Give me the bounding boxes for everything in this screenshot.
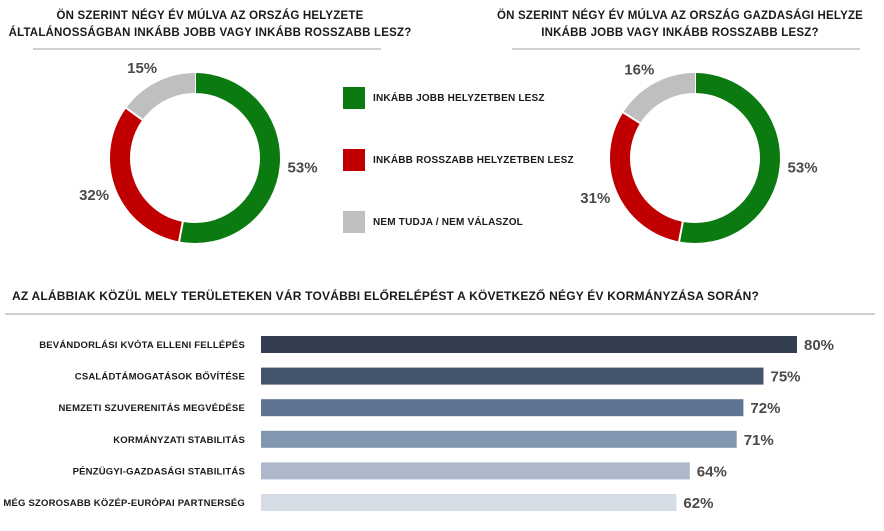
donut-1-slice-separator [177,220,184,243]
legend-swatch-better [343,87,365,109]
donut-1-title-line-1: ÖN SZERINT NÉGY ÉV MÚLVA AZ ORSZÁG HELYZ… [56,10,364,22]
bar [261,430,737,448]
bar-category-label: MÉG SZOROSABB KÖZÉP-EURÓPAI PARTNERSÉG [3,497,245,509]
legend-swatch-worse [343,149,365,171]
donut-2-label-dont-know: 16% [624,61,654,78]
donut-2-slice-worse [610,112,684,242]
bar-value-label: 64% [697,463,727,480]
bar-chart-title: AZ ALÁBBIAK KÖZÜL MELY TERÜLETEKEN VÁR T… [12,289,760,303]
donut-2-title-rule [512,48,860,50]
bar-value-label: 75% [771,369,801,386]
donut-1-slice-better [179,73,280,243]
bar-chart-title-rule [5,313,875,315]
legend-item-better: INKÁBB JOBB HELYZETBEN LESZ [343,87,574,109]
donut-1-label-worse: 32% [79,187,109,204]
legend-label-dont-know: NEM TUDJA / NEM VÁLASZOL [373,216,523,228]
bar-category-label: PÉNZÜGYI-GAZDASÁGI STABILITÁS [73,466,245,477]
donut-chart-1: 53% 32% 15% [79,60,318,243]
donut-1-label-better: 53% [288,160,318,177]
donut-1-title: ÖN SZERINT NÉGY ÉV MÚLVA AZ ORSZÁG HELYZ… [5,8,415,42]
donut-chart-2: 53% 31% 16% [580,61,818,243]
bar-chart: BEVÁNDORLÁSI KVÓTA ELLENI FELLÉPÉS 80% CSA… [3,336,834,512]
donut-2-slice-separator [621,111,642,125]
bar-category-label: NEMZETI SZUVERENITÁS MEGVÉDÉSE [58,403,245,414]
donut-2-title: ÖN SZERINT NÉGY ÉV MÚLVA AZ ORSZÁG GAZDA… [480,8,880,42]
bar-value-label: 80% [804,337,834,354]
donut-2-slice-better [679,73,780,243]
legend-item-dont-know: NEM TUDJA / NEM VÁLASZOL [343,211,574,233]
legend-label-better: INKÁBB JOBB HELYZETBEN LESZ [373,92,545,104]
donut-1-slice-dont-know [126,73,196,121]
legend-item-worse: INKÁBB ROSSZABB HELYZETBEN LESZ [343,149,574,171]
bar-value-label: 62% [683,495,713,512]
bar-value-label: 72% [750,400,780,417]
donut-2-slice-separator [677,220,684,243]
donut-1-title-line-2: ÁLTALÁNOSSÁGBAN INKÁBB JOBB VAGY INKÁBB … [8,27,412,39]
bar [261,462,690,480]
bar [261,399,744,417]
bar-value-label: 71% [744,432,774,449]
donut-2-title-line-2: INKÁBB JOBB VAGY INKÁBB ROSSZABB LESZ? [541,27,819,39]
legend-label-worse: INKÁBB ROSSZABB HELYZETBEN LESZ [373,154,574,166]
donut-1-slice-separator [124,106,144,122]
donut-2-title-line-1: ÖN SZERINT NÉGY ÉV MÚLVA AZ ORSZÁG GAZDA… [496,10,864,22]
bar [261,367,764,385]
donut-2-label-better: 53% [788,160,818,177]
bar [261,494,677,511]
donut-2-label-worse: 31% [580,190,610,207]
donut-1-slice-worse [110,108,184,242]
legend-swatch-dont-know [343,211,365,233]
bar [261,336,797,353]
bar-category-label: CSALÁDTÁMOGATÁSOK BŐVÍTÉSE [75,371,245,383]
donut-2-slice-dont-know [623,73,696,124]
donut-1-title-rule [33,48,381,50]
donut-legend: INKÁBB JOBB HELYZETBEN LESZ INKÁBB ROSSZ… [343,87,574,273]
bar-category-label: BEVÁNDORLÁSI KVÓTA ELLENI FELLÉPÉS [39,339,245,351]
donut-1-label-dont-know: 15% [127,60,157,77]
bar-category-label: KORMÁNYZATI STABILITÁS [113,435,245,446]
